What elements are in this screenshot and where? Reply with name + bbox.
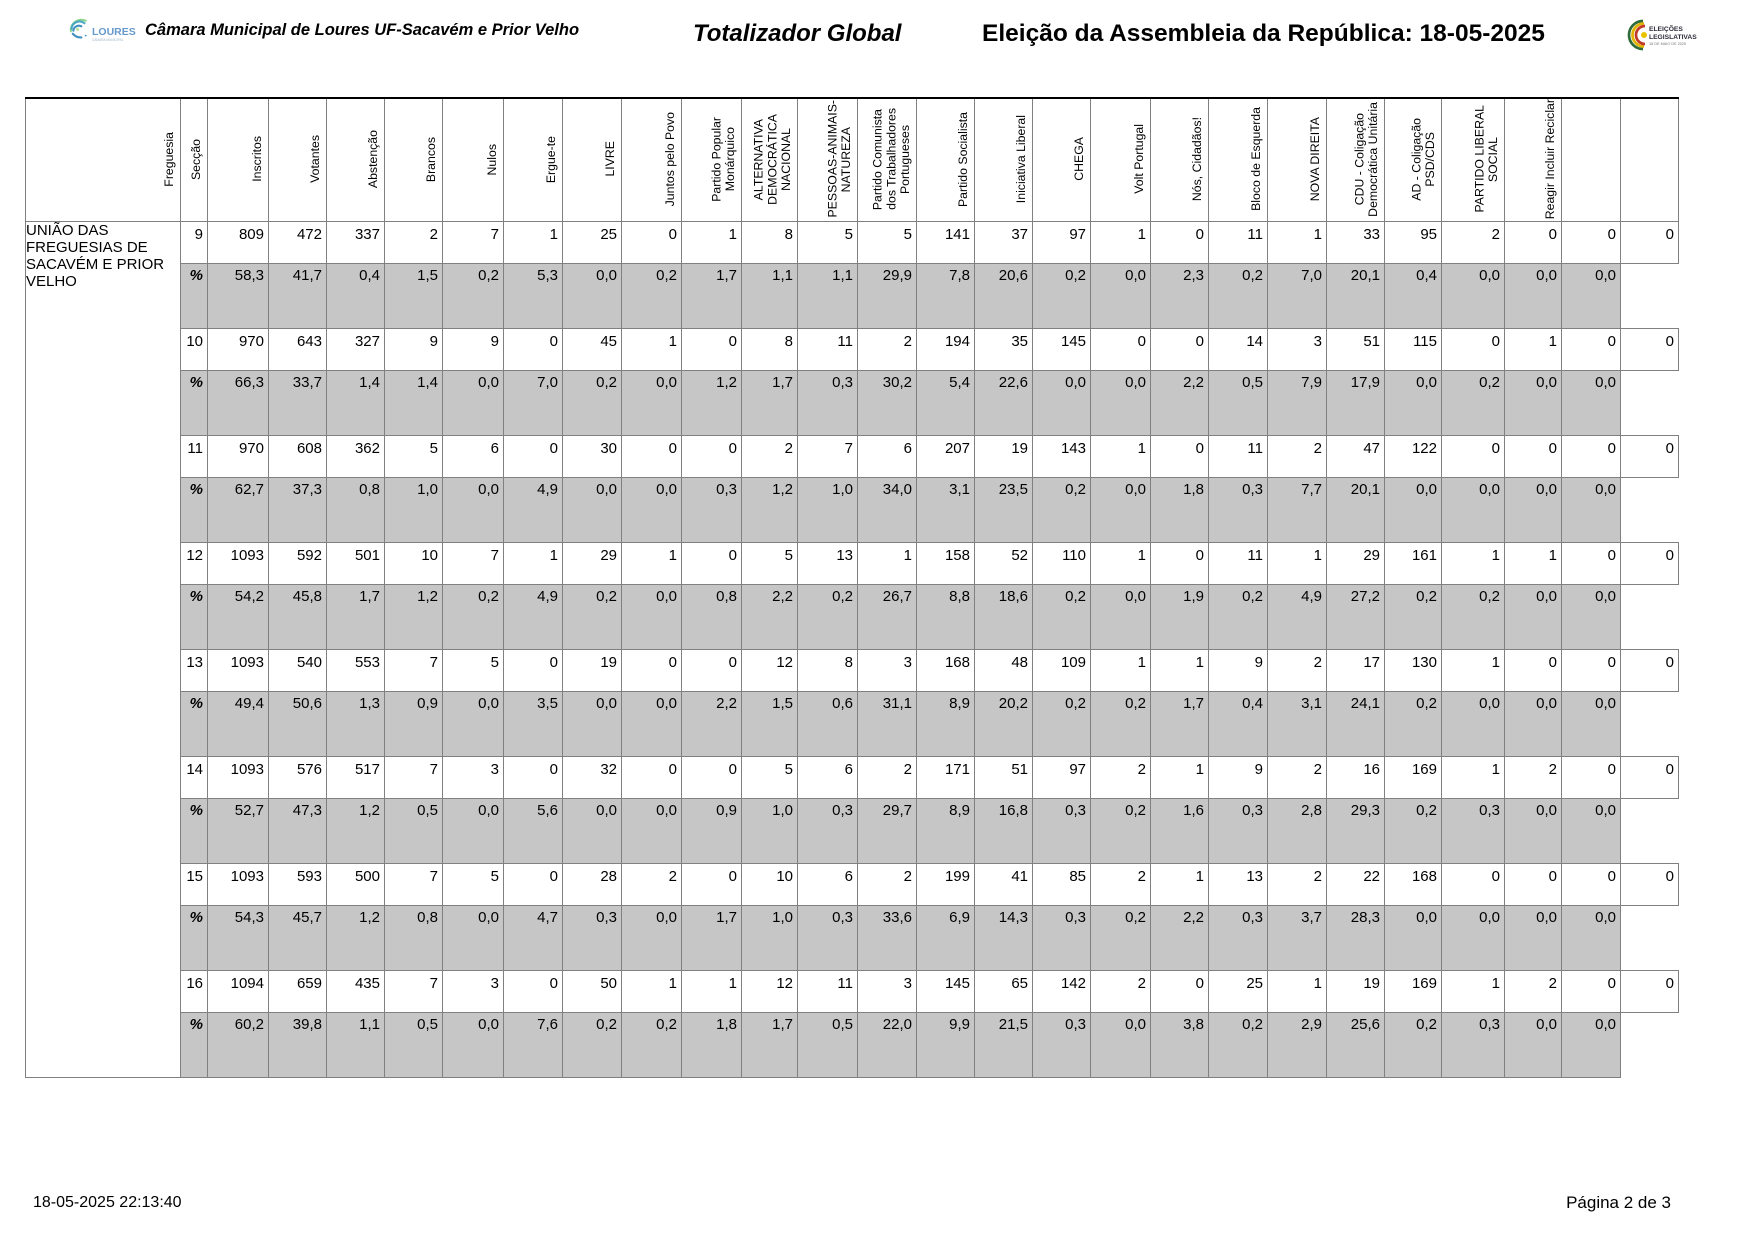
svg-text:18 DE MAIO DE 2025: 18 DE MAIO DE 2025: [1649, 42, 1686, 46]
svg-text:ELEIÇÕES: ELEIÇÕES: [1649, 24, 1683, 33]
svg-text:CÂMARA MUNICIPAL: CÂMARA MUNICIPAL: [92, 38, 124, 42]
svg-text:LOURES: LOURES: [92, 26, 136, 38]
svg-text:LEGISLATIVAS: LEGISLATIVAS: [1649, 34, 1697, 41]
